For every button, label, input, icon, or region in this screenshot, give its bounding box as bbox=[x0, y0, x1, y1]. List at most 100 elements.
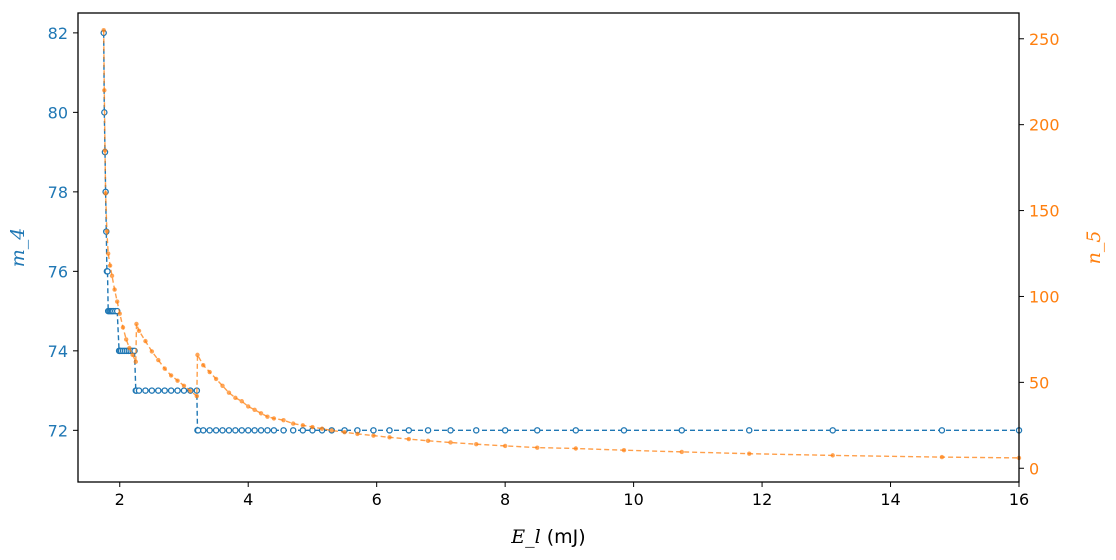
data-point bbox=[136, 328, 142, 334]
right-y-axis: 0 50 100 150 200 250 bbox=[1019, 30, 1060, 478]
data-point bbox=[134, 321, 139, 327]
data-point bbox=[572, 427, 580, 434]
data-point bbox=[195, 352, 200, 358]
data-point bbox=[225, 427, 233, 434]
data-point bbox=[149, 349, 155, 354]
data-point bbox=[104, 268, 111, 275]
data-point bbox=[387, 435, 392, 440]
x-tick-label: 4 bbox=[243, 490, 253, 509]
right-y-tick-label: 200 bbox=[1029, 116, 1060, 135]
data-point bbox=[258, 411, 264, 416]
data-point bbox=[290, 421, 296, 426]
data-point bbox=[938, 427, 946, 434]
data-point bbox=[252, 407, 257, 413]
x-tick-label: 12 bbox=[752, 490, 772, 509]
data-point bbox=[161, 387, 168, 394]
data-point bbox=[220, 383, 225, 388]
data-point bbox=[257, 427, 265, 434]
data-point bbox=[148, 387, 156, 394]
series-left bbox=[100, 29, 1023, 434]
data-point bbox=[188, 388, 193, 394]
data-point bbox=[162, 366, 167, 371]
data-point bbox=[174, 387, 181, 394]
data-point bbox=[319, 426, 325, 431]
data-point bbox=[281, 417, 286, 423]
data-point bbox=[135, 387, 143, 394]
data-point bbox=[244, 427, 252, 434]
left-y-tick-label: 74 bbox=[48, 342, 68, 361]
x-axis-symbol: E_l bbox=[510, 526, 540, 548]
data-point bbox=[181, 383, 187, 388]
data-point bbox=[219, 427, 226, 434]
data-point bbox=[573, 446, 578, 451]
left-y-tick-label: 82 bbox=[48, 24, 68, 43]
plot-area bbox=[100, 27, 1023, 461]
series-line bbox=[103, 32, 1019, 431]
data-point bbox=[133, 359, 139, 364]
x-tick-label: 6 bbox=[372, 490, 382, 509]
data-point bbox=[329, 428, 334, 433]
x-axis: 2 4 6 8 10 12 14 16 bbox=[115, 482, 1029, 509]
data-point bbox=[168, 373, 174, 378]
data-point bbox=[114, 299, 120, 304]
data-point bbox=[142, 387, 149, 394]
data-point bbox=[105, 251, 111, 256]
data-point bbox=[310, 424, 315, 430]
data-point bbox=[130, 352, 135, 358]
data-point bbox=[342, 429, 347, 435]
data-point bbox=[104, 228, 110, 234]
data-point bbox=[200, 427, 207, 434]
data-point bbox=[830, 453, 835, 458]
data-point bbox=[102, 148, 108, 153]
data-point bbox=[829, 427, 836, 434]
data-point bbox=[535, 445, 540, 450]
right-y-tick-label: 0 bbox=[1029, 459, 1039, 478]
x-tick-label: 14 bbox=[880, 490, 900, 509]
data-point bbox=[747, 451, 752, 456]
data-point bbox=[386, 427, 393, 434]
data-point bbox=[406, 436, 411, 442]
data-point bbox=[194, 393, 200, 399]
data-point bbox=[371, 433, 376, 438]
data-point bbox=[370, 427, 377, 434]
right-y-tick-label: 150 bbox=[1029, 202, 1060, 221]
plot-frame bbox=[77, 12, 1020, 483]
x-tick-label: 2 bbox=[115, 490, 125, 509]
x-tick-label: 8 bbox=[500, 490, 510, 509]
left-y-axis-title: m_4 bbox=[7, 228, 29, 268]
right-y-axis-title: n_5 bbox=[1083, 231, 1105, 265]
data-point bbox=[502, 443, 508, 449]
data-point bbox=[109, 273, 115, 279]
data-point bbox=[447, 427, 454, 434]
data-point bbox=[405, 427, 413, 434]
data-point bbox=[127, 345, 132, 351]
data-point bbox=[289, 427, 297, 434]
series-right bbox=[101, 27, 1022, 461]
data-point bbox=[155, 387, 162, 394]
data-point bbox=[280, 427, 287, 434]
data-point bbox=[207, 369, 212, 375]
data-point bbox=[534, 427, 541, 434]
data-point bbox=[112, 287, 117, 292]
data-point bbox=[156, 357, 161, 363]
right-y-tick-label: 50 bbox=[1029, 373, 1049, 392]
data-point bbox=[239, 399, 244, 404]
data-point bbox=[226, 390, 232, 395]
data-point bbox=[300, 423, 306, 428]
data-point bbox=[620, 427, 628, 434]
data-point bbox=[102, 88, 107, 93]
data-point bbox=[424, 427, 432, 434]
data-point bbox=[264, 427, 271, 434]
data-point bbox=[246, 404, 251, 409]
data-point bbox=[472, 427, 480, 434]
data-point bbox=[448, 440, 453, 445]
x-axis-unit: (mJ) bbox=[547, 526, 586, 548]
x-tick-label: 10 bbox=[623, 490, 643, 509]
data-point bbox=[117, 311, 122, 316]
left-y-tick-label: 78 bbox=[48, 183, 68, 202]
data-point bbox=[425, 438, 431, 443]
data-point bbox=[474, 442, 479, 447]
data-point bbox=[143, 338, 148, 344]
data-point bbox=[206, 427, 213, 434]
